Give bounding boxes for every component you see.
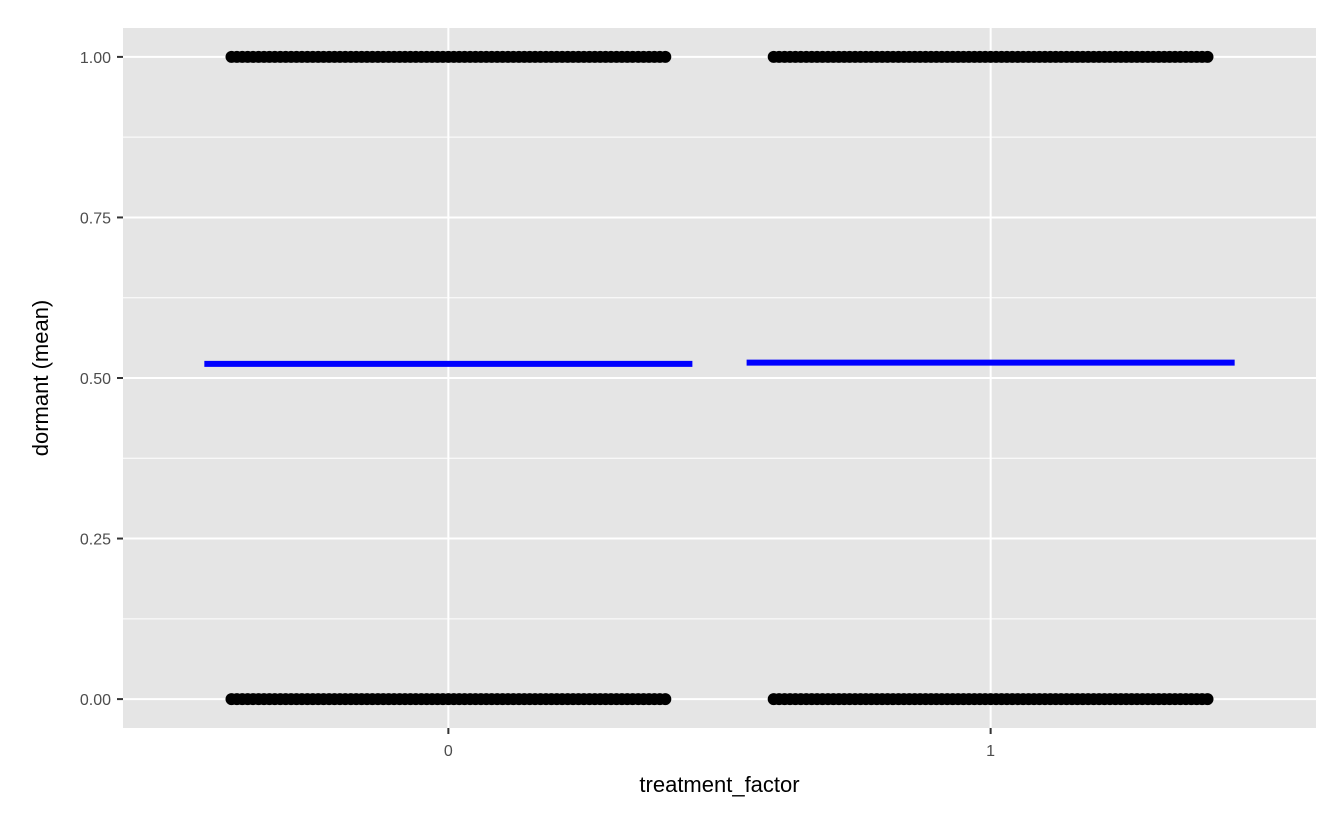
point-group	[767, 50, 1214, 63]
x-axis-title: treatment_factor	[639, 772, 799, 797]
point-group	[225, 50, 672, 63]
y-axis: 0.00 0.25 0.50 0.75 1.00	[80, 50, 123, 709]
y-tick-label: 0.25	[80, 532, 111, 549]
data-points	[225, 50, 1214, 706]
mean-lines	[204, 359, 1235, 367]
data-point	[1201, 693, 1214, 706]
point-group	[767, 693, 1214, 706]
y-axis-title: dormant (mean)	[28, 300, 53, 457]
y-tick-label: 1.00	[80, 50, 111, 67]
y-tick-label: 0.50	[80, 371, 111, 388]
y-tick-label: 0.00	[80, 692, 111, 709]
point-group	[225, 693, 672, 706]
data-point	[1201, 50, 1214, 63]
x-tick-label: 1	[986, 743, 995, 760]
data-point	[659, 50, 672, 63]
minor-gridlines	[123, 136, 1316, 620]
x-tick-label: 0	[444, 743, 453, 760]
y-tick-label: 0.75	[80, 210, 111, 227]
data-point	[659, 693, 672, 706]
